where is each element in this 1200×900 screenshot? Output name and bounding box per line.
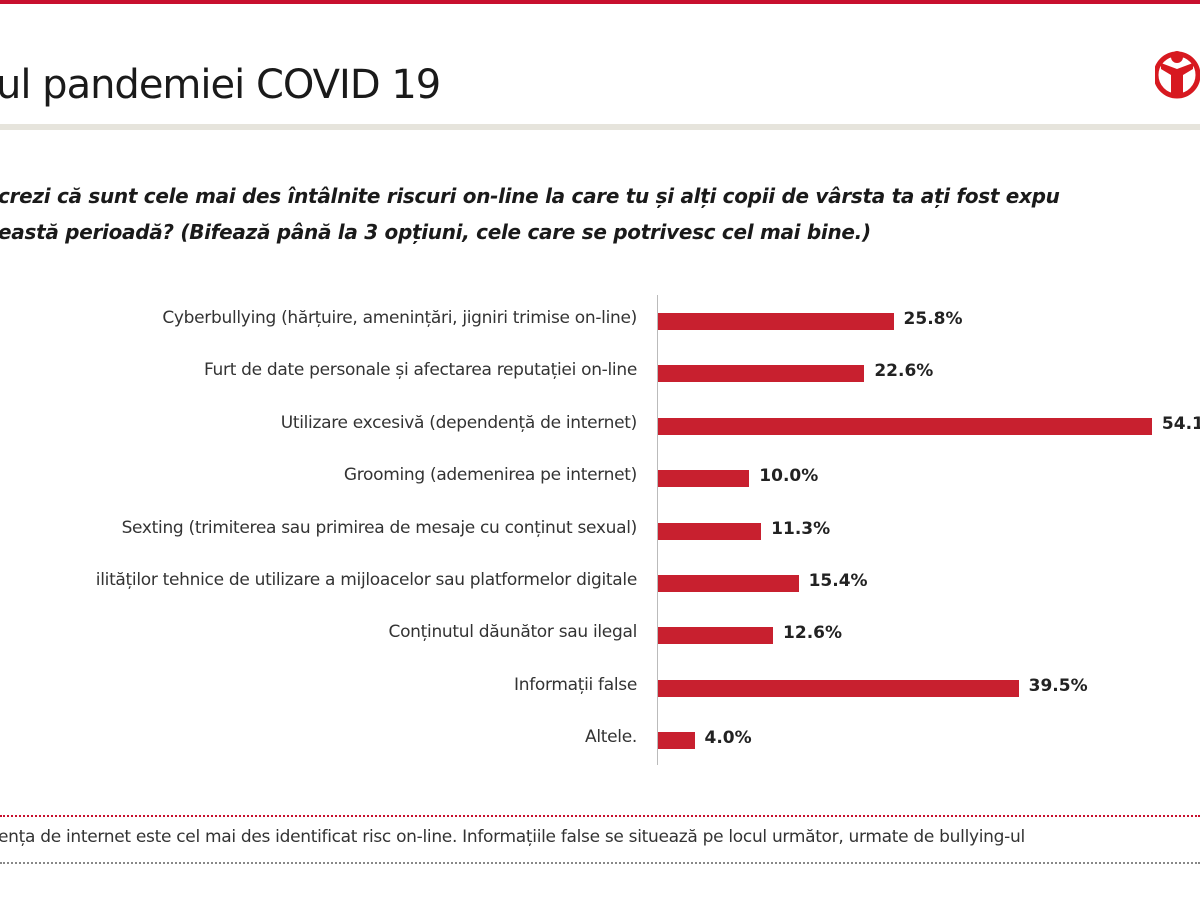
category-label: Utilizare excesivă (dependență de intern… — [280, 412, 638, 433]
question-line-2: eastă perioadă? (Bifează până la 3 opțiu… — [0, 220, 871, 244]
category-label: ilităților tehnice de utilizare a mijloa… — [95, 570, 638, 590]
bar-row: Utilizare excesivă (dependență de intern… — [0, 412, 1200, 436]
survey-question: crezi că sunt cele mai des întâlnite ris… — [0, 178, 1060, 250]
bar — [658, 365, 865, 383]
data-label: 12.6% — [783, 623, 843, 644]
bar — [658, 627, 774, 645]
bar — [658, 313, 894, 330]
category-label: Furt de date personale și afectarea repu… — [203, 360, 637, 381]
bar — [658, 470, 750, 488]
footer-note: ența de internet este cel mai des identi… — [0, 827, 1025, 847]
bar-row: ilităților tehnice de utilizare a mijloa… — [0, 570, 1200, 593]
top-accent-line — [0, 0, 1200, 4]
bar-row: Furt de date personale și afectarea repu… — [0, 360, 1200, 383]
category-label: Informații false — [514, 674, 637, 695]
bar-row: Altele. 4.0% — [0, 727, 1200, 750]
category-axis — [657, 295, 658, 765]
note-top-border — [0, 815, 1200, 817]
bar — [658, 679, 1019, 697]
data-label: 4.0% — [704, 728, 752, 749]
data-label: 11.3% — [771, 518, 831, 539]
bar — [658, 522, 762, 540]
category-label: Sexting (trimiterea sau primirea de mesa… — [121, 517, 638, 538]
bar — [658, 732, 695, 750]
bar-row: Conținutul dăunător sau ilegal 12.6% — [0, 622, 1200, 645]
bar — [658, 417, 1152, 435]
data-label: 22.6% — [874, 361, 934, 382]
data-label: 10.0% — [759, 466, 819, 487]
data-label: 54.1% — [1161, 413, 1200, 434]
child-figure-logo-icon — [1153, 45, 1200, 109]
slide-title: ul pandemiei COVID 19 — [0, 62, 441, 108]
note-bottom-border — [0, 862, 1200, 864]
category-label: Grooming (ademenirea pe internet) — [343, 465, 637, 486]
category-label: Altele. — [585, 727, 637, 748]
bar-row: Informații false 39.5% — [0, 674, 1200, 698]
bar-row: Sexting (trimiterea sau primirea de mesa… — [0, 517, 1200, 541]
data-label: 25.8% — [903, 309, 963, 329]
data-label: 15.4% — [808, 571, 868, 591]
title-divider — [0, 124, 1200, 130]
category-label: Conținutul dăunător sau ilegal — [388, 622, 638, 643]
category-label: Cyberbullying (hărțuire, amenințări, jig… — [162, 308, 637, 328]
question-line-1: crezi că sunt cele mai des întâlnite ris… — [0, 184, 1060, 208]
bar-row: Grooming (ademenirea pe internet) 10.0% — [0, 465, 1200, 488]
bar — [658, 575, 799, 592]
bar-row: Cyberbullying (hărțuire, amenințări, jig… — [0, 308, 1200, 331]
data-label: 39.5% — [1028, 675, 1088, 696]
